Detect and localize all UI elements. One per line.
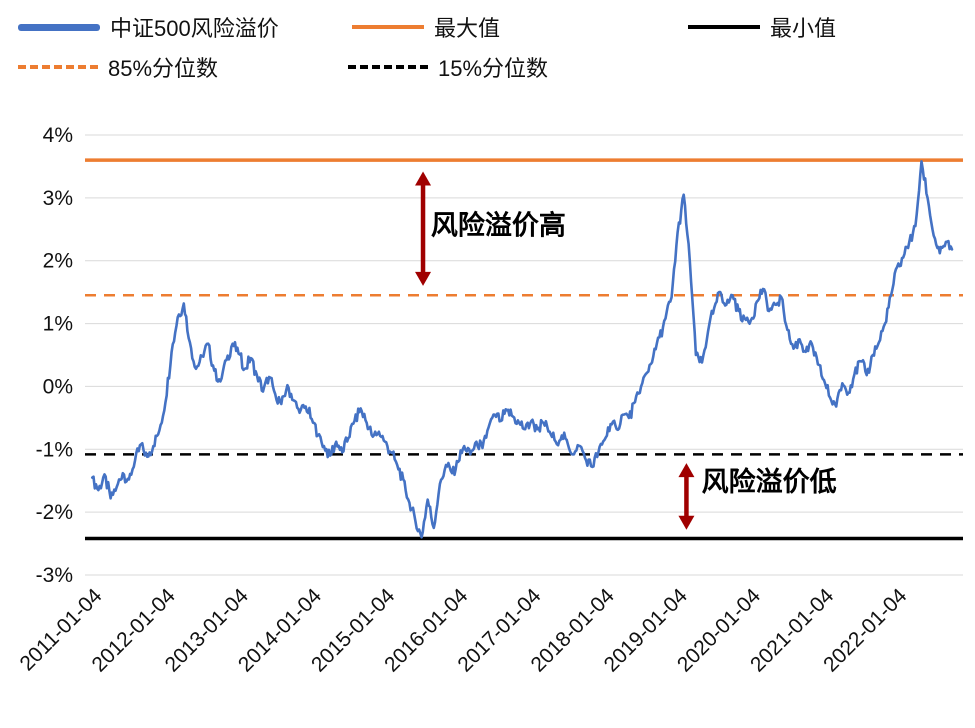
- legend-item-max: 最大值: [352, 12, 500, 42]
- legend-item-p85: 85%分位数: [18, 52, 218, 82]
- y-tick-label: 4%: [43, 124, 73, 147]
- legend-label-max: 最大值: [434, 16, 501, 41]
- max-line-swatch: [352, 25, 424, 29]
- y-tick-label: 0%: [43, 375, 73, 398]
- legend-label-series: 中证500风险溢价: [110, 16, 279, 41]
- annotation-arrowhead-up: [678, 463, 695, 478]
- legend-item-p15: 15%分位数: [348, 52, 548, 82]
- p15-line-swatch: [348, 65, 428, 69]
- annotation-arrowhead-up: [415, 171, 432, 186]
- legend-item-min: 最小值: [688, 12, 836, 42]
- y-tick-label: -1%: [36, 438, 73, 461]
- legend-item-series: 中证500风险溢价: [18, 12, 279, 42]
- annotation-arrowhead-down: [678, 515, 695, 530]
- min-line-swatch: [688, 25, 760, 29]
- legend-label-p85: 85%分位数: [108, 56, 219, 81]
- annotation-label: 风险溢价高: [431, 209, 566, 240]
- annotation-arrowhead-down: [415, 271, 432, 286]
- p85-line-swatch: [18, 65, 98, 69]
- y-tick-label: 1%: [43, 313, 73, 336]
- legend-label-p15: 15%分位数: [438, 56, 549, 81]
- chart-legend: 中证500风险溢价 最大值 最小值 85%分位数 15%分位数: [0, 0, 975, 100]
- series-line: [91, 160, 954, 539]
- y-tick-label: -2%: [36, 501, 73, 524]
- annotation-label: 风险溢价低: [702, 466, 837, 497]
- y-tick-label: 2%: [43, 250, 73, 273]
- y-tick-label: -3%: [36, 564, 73, 587]
- y-tick-label: 3%: [43, 187, 73, 210]
- legend-label-min: 最小值: [770, 16, 837, 41]
- series-line-swatch: [18, 23, 100, 31]
